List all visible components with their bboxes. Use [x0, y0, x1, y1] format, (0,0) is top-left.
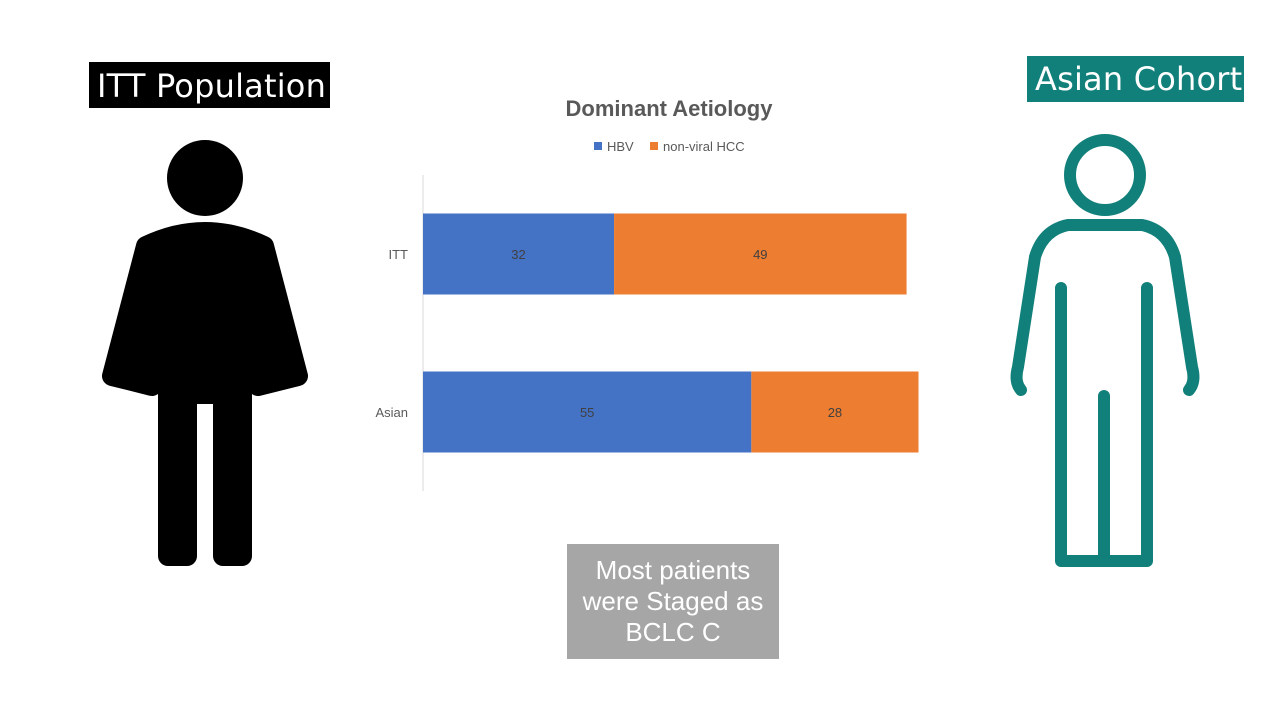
- legend-swatch-non-viral-hcc: [650, 142, 658, 150]
- bclc-callout: Most patients were Staged as BCLC C: [567, 544, 779, 659]
- data-label-itt-non-viral-hcc: 49: [753, 247, 767, 262]
- callout-text: Most patients were Staged as BCLC C: [582, 555, 764, 647]
- chart-title: Dominant Aetiology: [566, 96, 774, 121]
- person-solid-icon: [102, 140, 308, 566]
- person-outline-icon: [1010, 134, 1200, 567]
- category-label-itt: ITT: [389, 247, 409, 262]
- bar-itt-hbv: [423, 213, 615, 295]
- aetiology-bar-chart: Dominant Aetiology HBV non-viral HCC ITT 3…: [375, 96, 919, 491]
- bar-itt-non-viral-hcc: [614, 213, 907, 295]
- bar-asian-hbv: [423, 371, 752, 453]
- data-label-asian-non-viral-hcc: 28: [828, 405, 842, 420]
- chart-legend: HBV non-viral HCC: [594, 139, 745, 154]
- itt-population-label: ITT Population: [89, 62, 331, 108]
- bar-series: ITT 32 49 Asian 55 28: [375, 213, 919, 453]
- legend-label-non-viral-hcc: non-viral HCC: [663, 139, 745, 154]
- legend-label-hbv: HBV: [607, 139, 634, 154]
- data-label-itt-hbv: 32: [511, 247, 525, 262]
- asian-cohort-label: Asian Cohort: [1027, 56, 1245, 102]
- bar-asian-non-viral-hcc: [751, 371, 919, 453]
- legend-swatch-hbv: [594, 142, 602, 150]
- data-label-asian-hbv: 55: [580, 405, 594, 420]
- category-label-asian: Asian: [375, 405, 408, 420]
